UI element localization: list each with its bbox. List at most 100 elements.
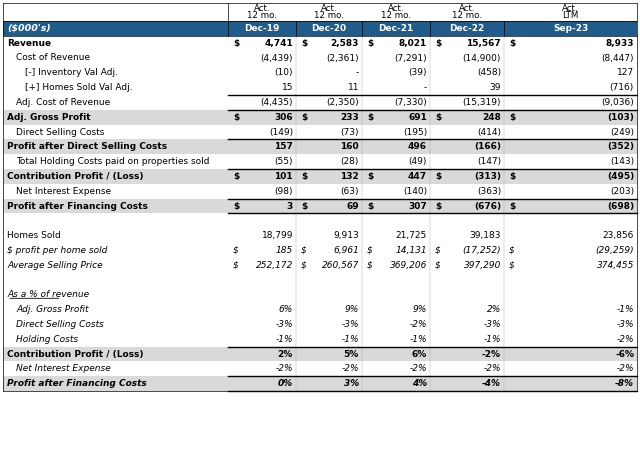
Text: (149): (149) <box>269 128 293 136</box>
Text: Profit after Financing Costs: Profit after Financing Costs <box>7 379 147 388</box>
Text: -1%: -1% <box>342 335 359 344</box>
Text: Dec-22: Dec-22 <box>449 24 484 33</box>
Text: (203): (203) <box>610 187 634 196</box>
Text: $: $ <box>367 246 372 255</box>
Text: Adj. Cost of Revenue: Adj. Cost of Revenue <box>16 98 110 107</box>
Text: Act.: Act. <box>321 4 337 12</box>
Text: Adj. Gross Profit: Adj. Gross Profit <box>7 112 91 122</box>
Text: 369,206: 369,206 <box>390 261 427 270</box>
Bar <box>3 376 637 391</box>
Text: $: $ <box>233 201 239 211</box>
Text: (98): (98) <box>275 187 293 196</box>
Bar <box>3 213 637 228</box>
Bar <box>3 199 637 213</box>
Text: Contribution Profit / (Loss): Contribution Profit / (Loss) <box>7 172 143 181</box>
Text: (7,330): (7,330) <box>394 98 427 107</box>
Text: 691: 691 <box>408 112 427 122</box>
Text: (2,350): (2,350) <box>326 98 359 107</box>
Text: -1%: -1% <box>616 305 634 314</box>
Text: $: $ <box>367 172 373 181</box>
Text: $: $ <box>233 112 239 122</box>
Text: 2%: 2% <box>278 349 293 359</box>
Text: [-] Inventory Val Adj.: [-] Inventory Val Adj. <box>25 68 118 77</box>
Text: 9%: 9% <box>345 305 359 314</box>
Text: (495): (495) <box>607 172 634 181</box>
Text: 39,183: 39,183 <box>470 231 501 240</box>
Text: -3%: -3% <box>483 320 501 329</box>
Bar <box>3 36 637 51</box>
Text: (15,319): (15,319) <box>463 98 501 107</box>
Text: (9,036): (9,036) <box>601 98 634 107</box>
Text: (14,900): (14,900) <box>463 53 501 63</box>
Text: 260,567: 260,567 <box>322 261 359 270</box>
Text: Contribution Profit / (Loss): Contribution Profit / (Loss) <box>7 349 143 359</box>
Text: $: $ <box>301 172 307 181</box>
Text: -4%: -4% <box>482 379 501 388</box>
Bar <box>3 228 637 243</box>
Text: As a % of revenue: As a % of revenue <box>7 290 89 299</box>
Text: (39): (39) <box>408 68 427 77</box>
Text: -2%: -2% <box>342 364 359 373</box>
Text: 185: 185 <box>276 246 293 255</box>
Bar <box>3 243 637 258</box>
Text: $: $ <box>435 201 441 211</box>
Text: Act.: Act. <box>459 4 476 12</box>
Text: (17,252): (17,252) <box>462 246 501 255</box>
Text: (676): (676) <box>474 201 501 211</box>
Text: -8%: -8% <box>615 379 634 388</box>
Text: 3%: 3% <box>344 379 359 388</box>
Text: 374,455: 374,455 <box>596 261 634 270</box>
Text: Direct Selling Costs: Direct Selling Costs <box>16 320 104 329</box>
Text: 252,172: 252,172 <box>255 261 293 270</box>
Text: Average Selling Price: Average Selling Price <box>7 261 102 270</box>
Text: $: $ <box>435 261 441 270</box>
Text: -1%: -1% <box>410 335 427 344</box>
Text: (49): (49) <box>408 157 427 166</box>
Text: Holding Costs: Holding Costs <box>16 335 78 344</box>
Text: (29,259): (29,259) <box>595 246 634 255</box>
Text: (249): (249) <box>610 128 634 136</box>
Text: 2,583: 2,583 <box>331 39 359 47</box>
Text: 12 mo.: 12 mo. <box>452 12 482 20</box>
Text: (55): (55) <box>275 157 293 166</box>
Text: 4%: 4% <box>412 379 427 388</box>
Text: -3%: -3% <box>275 320 293 329</box>
Text: $: $ <box>435 39 441 47</box>
Text: 397,290: 397,290 <box>463 261 501 270</box>
Text: 15: 15 <box>282 83 293 92</box>
Text: 39: 39 <box>490 83 501 92</box>
Text: Act.: Act. <box>253 4 270 12</box>
Text: 4,741: 4,741 <box>264 39 293 47</box>
Bar <box>3 80 637 95</box>
Text: $: $ <box>509 246 515 255</box>
Text: Dec-20: Dec-20 <box>312 24 347 33</box>
Text: (313): (313) <box>474 172 501 181</box>
Text: 9,913: 9,913 <box>333 231 359 240</box>
Text: Act.: Act. <box>563 4 579 12</box>
Text: 15,567: 15,567 <box>467 39 501 47</box>
Text: (103): (103) <box>607 112 634 122</box>
Text: Direct Selling Costs: Direct Selling Costs <box>16 128 104 136</box>
Text: Sep-23: Sep-23 <box>553 24 588 33</box>
Text: $: $ <box>233 172 239 181</box>
Text: $: $ <box>301 246 307 255</box>
Text: -3%: -3% <box>616 320 634 329</box>
Text: (4,435): (4,435) <box>260 98 293 107</box>
Text: (2,361): (2,361) <box>326 53 359 63</box>
Bar <box>3 272 637 287</box>
Text: 248: 248 <box>482 112 501 122</box>
Text: Act.: Act. <box>388 4 404 12</box>
Bar <box>3 3 637 21</box>
Text: $: $ <box>301 201 307 211</box>
Text: -1%: -1% <box>483 335 501 344</box>
Text: -2%: -2% <box>483 364 501 373</box>
Bar <box>3 169 637 184</box>
Text: (73): (73) <box>340 128 359 136</box>
Text: -2%: -2% <box>275 364 293 373</box>
Text: -2%: -2% <box>410 364 427 373</box>
Text: -2%: -2% <box>616 364 634 373</box>
Text: Total Holding Costs paid on properties sold: Total Holding Costs paid on properties s… <box>16 157 209 166</box>
Text: (63): (63) <box>340 187 359 196</box>
Text: 9%: 9% <box>413 305 427 314</box>
Text: Profit after Financing Costs: Profit after Financing Costs <box>7 201 148 211</box>
